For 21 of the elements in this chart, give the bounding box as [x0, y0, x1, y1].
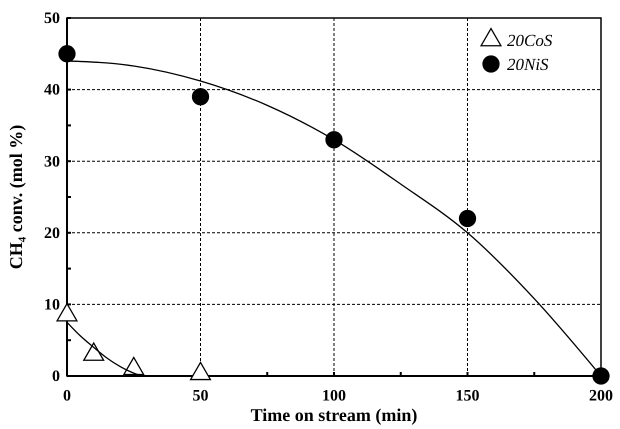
x-tick-label: 100 — [322, 388, 346, 405]
y-tick-label: 30 — [44, 153, 60, 170]
x-tick-label: 0 — [63, 388, 71, 405]
y-tick-label: 10 — [44, 296, 60, 314]
y-tick-label: 40 — [44, 82, 60, 99]
point — [123, 356, 144, 376]
x-axis-title: Time on stream (min) — [250, 405, 418, 425]
point — [58, 45, 76, 62]
point — [190, 362, 212, 380]
y-tick-label: 50 — [44, 10, 60, 28]
point — [325, 131, 343, 148]
x-tick-label: 200 — [589, 388, 613, 405]
point — [458, 210, 476, 228]
y-axis-title: CH₄ conv. (mol %) — [6, 124, 26, 270]
x-tick-label: 50 — [192, 388, 208, 405]
x-tick-label: 150 — [456, 388, 480, 405]
y-tick-label: 20 — [44, 224, 60, 242]
legend-label: 20NiS — [507, 55, 550, 74]
legend-label: 20CoS — [507, 31, 553, 50]
y-tick-label: 0 — [52, 368, 60, 386]
point — [192, 88, 210, 106]
